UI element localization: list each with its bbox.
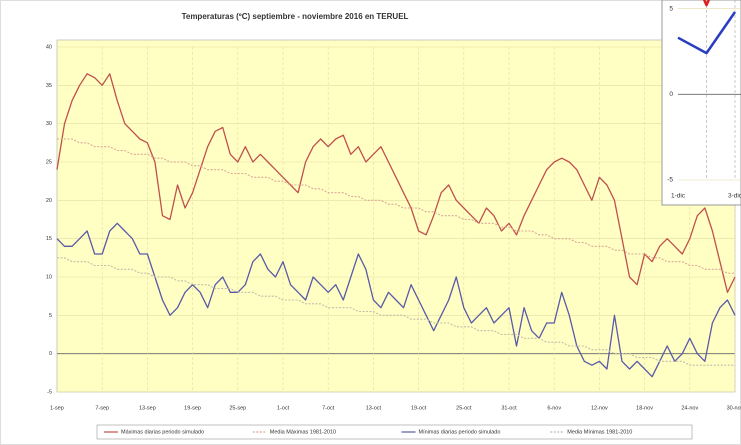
x-tick-label: 25-sep <box>229 405 246 411</box>
y-tick-label: 30 <box>46 121 52 127</box>
y-tick-label: -5 <box>667 177 673 184</box>
y-tick-label: 5 <box>669 5 673 12</box>
y-tick-label: 40 <box>46 44 52 50</box>
x-tick-label: 19-sep <box>184 405 201 411</box>
x-tick-label: 18-nov <box>636 405 653 411</box>
y-tick-label: 5 <box>49 313 52 319</box>
legend-label: Máximas diarias periodo simulado <box>121 429 204 435</box>
inset-frame <box>661 0 741 206</box>
x-tick-label: 1-oct <box>277 405 290 411</box>
series-line <box>56 222 736 378</box>
x-tick-label: 25-oct <box>456 405 472 411</box>
x-tick-label: 31-oct <box>501 405 517 411</box>
x-tick-label: 1-sep <box>50 405 64 411</box>
y-tick-label: 0 <box>49 351 52 357</box>
plot-area <box>56 39 736 393</box>
series-line <box>702 0 711 7</box>
y-tick-label: 25 <box>46 159 52 165</box>
legend-label: Mínimas diarias periodo simulado <box>419 429 501 435</box>
x-tick-label: 19-oct <box>411 405 427 411</box>
x-tick-label: 13-sep <box>139 405 156 411</box>
y-tick-label: 0 <box>669 91 673 98</box>
x-tick-label: 1-dic <box>671 193 686 200</box>
x-tick-label: 13-oct <box>366 405 382 411</box>
legend-label: Media Máximas 1981-2010 <box>270 429 336 435</box>
x-tick-label: 7-oct <box>322 405 335 411</box>
x-tick-label: 7-sep <box>95 405 109 411</box>
chart-title: Temperaturas (ºC) septiembre - noviembre… <box>182 12 409 21</box>
x-tick-label: 3-dic <box>728 193 741 200</box>
y-tick-label: 10 <box>46 274 52 280</box>
y-tick-label: -5 <box>47 389 52 395</box>
legend-box <box>96 424 693 440</box>
x-tick-label: 24-nov <box>681 405 698 411</box>
x-tick-label: 6-nov <box>547 405 561 411</box>
y-tick-label: 20 <box>46 198 52 204</box>
x-tick-label: 30-nov <box>727 405 741 411</box>
series-line <box>57 138 735 274</box>
legend-label: Media Mínimas 1981-2010 <box>567 429 632 435</box>
x-tick-label: 12-nov <box>591 405 608 411</box>
series-line <box>56 73 736 293</box>
series-line <box>677 11 737 55</box>
inset <box>677 0 741 181</box>
y-tick-label: 35 <box>46 83 52 89</box>
y-tick-label: 15 <box>46 236 52 242</box>
